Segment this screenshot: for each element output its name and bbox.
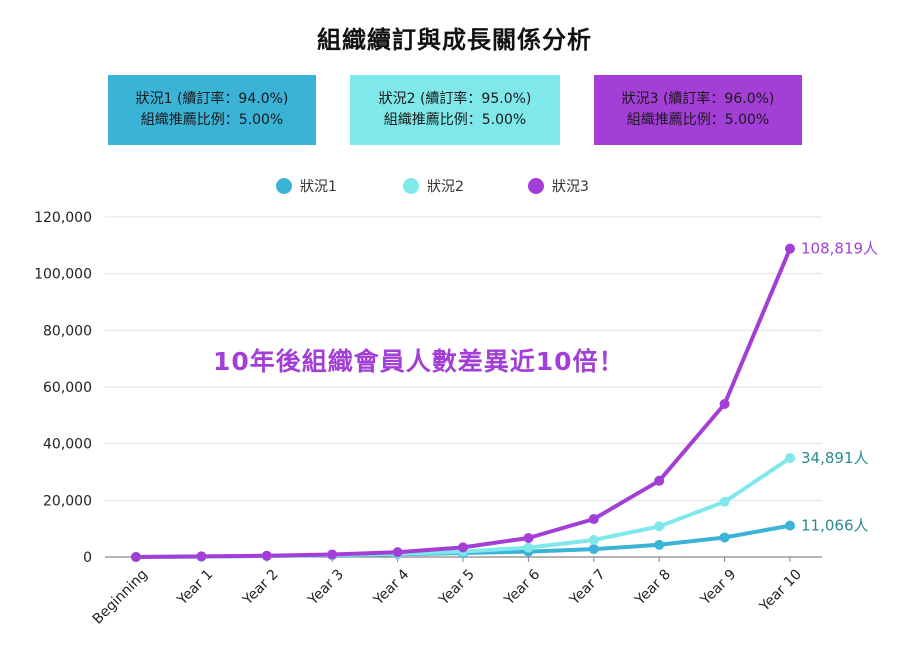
data-point-series-3 xyxy=(588,514,599,525)
data-point-series-3 xyxy=(327,549,338,560)
scenario-3-referral: 組織推薦比例：5.00% xyxy=(626,112,770,128)
data-point-series-2 xyxy=(719,496,730,507)
x-tick-label: Year 4 xyxy=(370,566,412,608)
legend-marker-series-3 xyxy=(528,178,544,194)
data-point-series-3 xyxy=(131,552,141,562)
x-tick-label: Year 3 xyxy=(305,567,347,609)
legend-item-series-1: 狀況1 xyxy=(276,176,337,196)
data-point-series-3 xyxy=(261,550,272,561)
y-tick-label: 20,000 xyxy=(43,493,92,509)
scenario-2-referral: 組織推薦比例：5.00% xyxy=(383,112,527,128)
x-tick-label: Year 1 xyxy=(174,567,216,609)
data-point-series-2 xyxy=(654,521,665,532)
y-tick-label: 100,000 xyxy=(34,267,92,283)
scenario-2-box: 狀況2 (續訂率：95.0%) 組織推薦比例：5.00% xyxy=(350,75,560,145)
x-tick-label: Year 7 xyxy=(566,567,608,609)
scenario-1-referral: 組織推薦比例：5.00% xyxy=(140,112,284,128)
data-point-series-2 xyxy=(523,542,534,553)
y-tick-label: 0 xyxy=(83,550,92,566)
end-value-label-series-3: 108,819人 xyxy=(801,240,878,258)
data-point-series-3 xyxy=(654,475,665,486)
y-tick-label: 80,000 xyxy=(43,323,92,339)
scenario-3-box: 狀況3 (續訂率：96.0%) 組織推薦比例：5.00% xyxy=(594,75,802,145)
scenario-3-rate: 狀況3 (續訂率：96.0%) xyxy=(621,91,775,107)
scenario-1-box: 狀況1 (續訂率：94.0%) 組織推薦比例：5.00% xyxy=(108,75,316,145)
legend-label-series-2: 狀況2 xyxy=(427,179,464,195)
chart-legend: 狀況1 狀況2 狀況3 xyxy=(0,176,909,198)
end-value-label-series-2: 34,891人 xyxy=(801,449,869,467)
x-tick-label: Year 6 xyxy=(501,566,543,608)
x-tick-label: Year 2 xyxy=(239,567,281,609)
data-point-series-2 xyxy=(588,535,599,545)
data-point-series-2 xyxy=(785,453,795,464)
data-point-series-3 xyxy=(523,533,534,544)
data-point-series-3 xyxy=(196,551,207,562)
x-tick-label: Beginning xyxy=(90,567,151,628)
data-point-series-3 xyxy=(392,547,403,558)
data-point-series-1 xyxy=(785,520,795,531)
chart-annotation: 10年後組織會員人數差異近10倍！ xyxy=(213,347,625,376)
x-tick-label: Year 5 xyxy=(435,567,477,609)
legend-label-series-1: 狀況1 xyxy=(300,179,337,195)
legend-marker-series-2 xyxy=(403,178,419,194)
x-tick-label: Year 9 xyxy=(697,567,739,609)
y-tick-label: 40,000 xyxy=(43,437,92,453)
legend-item-series-2: 狀況2 xyxy=(403,176,464,196)
y-tick-label: 120,000 xyxy=(34,210,92,226)
data-point-series-1 xyxy=(719,532,730,543)
y-tick-label: 60,000 xyxy=(43,380,92,396)
chart-title: 組織續訂與成長關係分析 xyxy=(317,26,592,54)
end-value-label-series-1: 11,066人 xyxy=(801,517,869,535)
data-point-series-1 xyxy=(588,544,599,555)
x-tick-label: Year 10 xyxy=(756,567,805,616)
legend-item-series-3: 狀況3 xyxy=(528,176,589,196)
scenario-1-rate: 狀況1 (續訂率：94.0%) xyxy=(135,91,289,107)
data-point-series-3 xyxy=(458,542,468,553)
x-tick-label: Year 8 xyxy=(632,567,674,609)
series-line-3 xyxy=(134,246,792,559)
data-point-series-3 xyxy=(719,399,730,409)
scenario-2-rate: 狀況2 (續訂率：95.0%) xyxy=(378,91,532,107)
legend-label-series-3: 狀況3 xyxy=(552,179,589,195)
data-point-series-3 xyxy=(785,243,795,254)
legend-marker-series-1 xyxy=(276,178,292,194)
data-point-series-1 xyxy=(654,539,665,550)
